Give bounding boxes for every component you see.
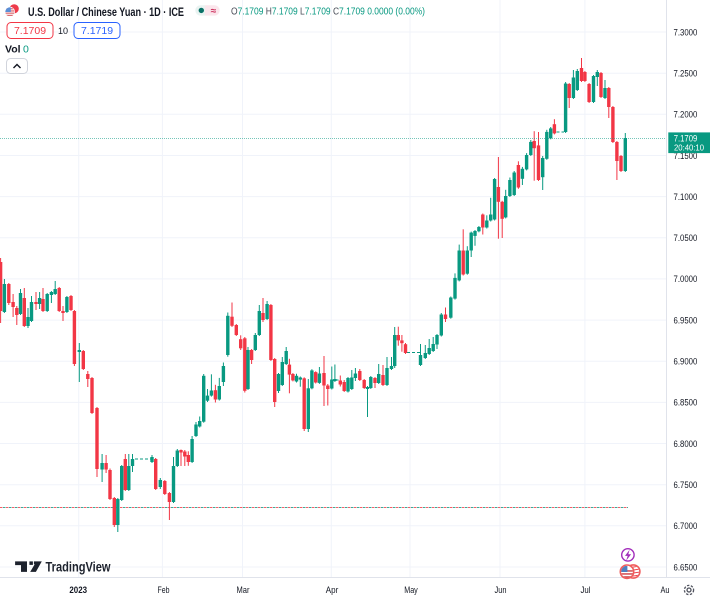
svg-text:6.7500: 6.7500 [674, 480, 698, 490]
svg-text:6.6500: 6.6500 [674, 562, 698, 572]
svg-text:Au: Au [661, 585, 670, 596]
svg-text:7.1709: 7.1709 [14, 25, 46, 37]
svg-text:7.0500: 7.0500 [674, 233, 698, 243]
svg-text:2023: 2023 [69, 585, 87, 596]
svg-text:TradingView: TradingView [46, 560, 111, 575]
svg-text:6.7000: 6.7000 [674, 521, 698, 531]
svg-text:7.1500: 7.1500 [674, 151, 698, 161]
svg-text:7.2000: 7.2000 [674, 110, 698, 120]
svg-text:Vol: Vol [5, 44, 21, 56]
svg-text:20:40:10: 20:40:10 [674, 142, 704, 152]
svg-text:10: 10 [58, 26, 68, 36]
svg-text:7.0000: 7.0000 [674, 274, 698, 284]
svg-text:Feb: Feb [158, 585, 170, 596]
svg-text:7.3000: 7.3000 [674, 27, 698, 37]
svg-text:0: 0 [23, 44, 29, 56]
svg-text:Jun: Jun [495, 585, 507, 596]
svg-text:Mar: Mar [237, 585, 250, 596]
svg-text:6.9000: 6.9000 [674, 357, 698, 367]
svg-text:6.8500: 6.8500 [674, 398, 698, 408]
svg-text:7.1719: 7.1719 [81, 25, 113, 37]
svg-text:U.S. Dollar / Chinese Yuan · 1: U.S. Dollar / Chinese Yuan · 1D · ICE [28, 7, 184, 19]
svg-text:6.9500: 6.9500 [674, 315, 698, 325]
svg-text:6.8000: 6.8000 [674, 439, 698, 449]
svg-text:7.1000: 7.1000 [674, 192, 698, 202]
svg-text:May: May [404, 585, 418, 596]
svg-text:Apr: Apr [326, 585, 339, 596]
svg-text:O7.1709 H7.1709 L7.1709 C7.170: O7.1709 H7.1709 L7.1709 C7.1709 0.0000 (… [231, 6, 425, 18]
svg-text:Jul: Jul [581, 585, 591, 596]
svg-text:7.1709: 7.1709 [674, 133, 698, 144]
svg-text:7.2500: 7.2500 [674, 69, 698, 79]
svg-text:≈: ≈ [211, 6, 217, 17]
